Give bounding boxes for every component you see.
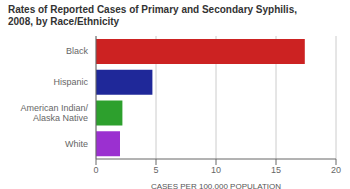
svg-text:Hispanic: Hispanic [53,77,88,87]
svg-text:10: 10 [211,165,221,175]
svg-text:15: 15 [271,165,281,175]
svg-text:5: 5 [153,165,158,175]
svg-text:White: White [65,139,88,149]
svg-text:CASES PER 100,000 POPULATION: CASES PER 100,000 POPULATION [151,182,281,189]
svg-text:American Indian/Alaska Native: American Indian/Alaska Native [20,103,88,123]
svg-text:0: 0 [93,165,98,175]
svg-text:Black: Black [66,46,89,56]
svg-text:20: 20 [331,165,341,175]
html-text:Rates of Reported Cases of Pri: Rates of Reported Cases of Primary and S… [8,4,297,27]
